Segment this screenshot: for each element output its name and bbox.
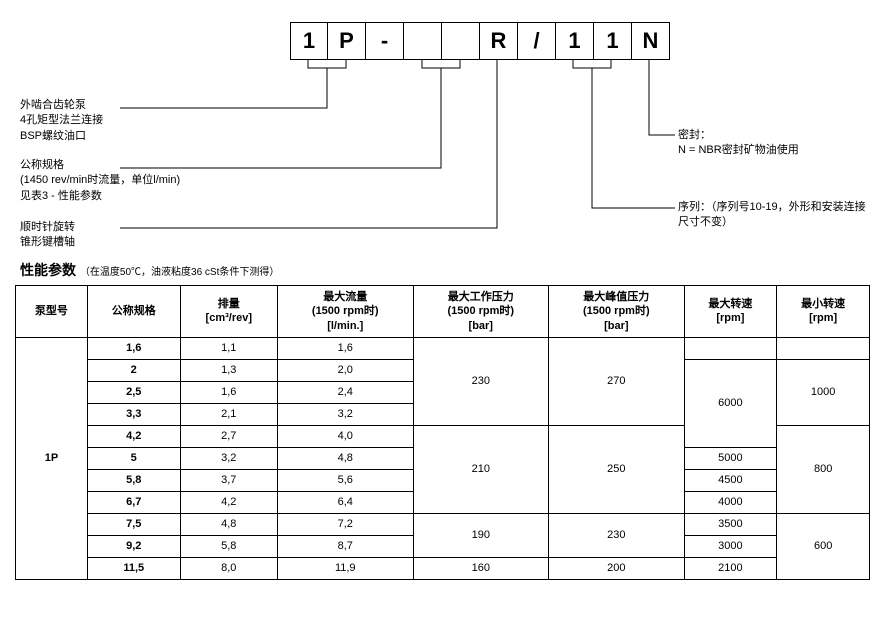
code-box: 1 [594,22,632,60]
cell-maxspeed: 4500 [684,469,777,491]
cell-nominal: 1,6 [87,337,180,359]
cell-flow: 1,6 [277,337,413,359]
cell-flow: 5,6 [277,469,413,491]
cell-maxspeed: 3500 [684,513,777,535]
cell-displacement: 2,7 [180,425,277,447]
table-header: 最大转速[rpm] [684,286,777,338]
cell-minspeed [777,337,870,359]
cell-flow: 11,9 [277,557,413,579]
cell-nominal: 5 [87,447,180,469]
table-header: 最大峰值压力(1500 rpm时)[bar] [549,286,685,338]
cell-displacement: 1,3 [180,359,277,381]
cell-minspeed: 600 [777,513,870,579]
performance-title-text: 性能参数 [20,262,76,278]
code-box: P [328,22,366,60]
table-header: 最小转速[rpm] [777,286,870,338]
cell-maxspeed: 4000 [684,491,777,513]
cell-wp: 230 [413,337,549,425]
cell-displacement: 3,7 [180,469,277,491]
table-row: 7,54,87,21902303500600 [16,513,870,535]
cell-displacement: 2,1 [180,403,277,425]
code-box: R [480,22,518,60]
performance-table: 泵型号公称规格排量[cm³/rev]最大流量(1500 rpm时)[l/min.… [15,285,870,580]
cell-minspeed: 800 [777,425,870,513]
table-header: 最大流量(1500 rpm时)[l/min.] [277,286,413,338]
cell-nominal: 2 [87,359,180,381]
performance-title: 性能参数 （在温度50℃，油液粘度36 cSt条件下测得） [20,260,279,280]
performance-subtitle: （在温度50℃，油液粘度36 cSt条件下测得） [80,267,279,278]
cell-wp: 160 [413,557,549,579]
cell-nominal: 4,2 [87,425,180,447]
cell-nominal: 5,8 [87,469,180,491]
cell-flow: 6,4 [277,491,413,513]
label-nominal-spec: 公称规格(1450 rev/min时流量，单位l/min)见表3 - 性能参数 [20,158,180,204]
label-rotation: 顺时针旋转锥形键槽轴 [20,220,75,251]
table-row: 11,58,011,91602002100 [16,557,870,579]
label-seal-body: N = NBR密封矿物油使用 [678,144,799,156]
cell-nominal: 9,2 [87,535,180,557]
code-box [404,22,442,60]
cell-flow: 2,4 [277,381,413,403]
code-box: - [366,22,404,60]
cell-pp: 200 [549,557,685,579]
cell-pp: 230 [549,513,685,557]
cell-flow: 3,2 [277,403,413,425]
cell-flow: 8,7 [277,535,413,557]
cell-wp: 190 [413,513,549,557]
cell-maxspeed: 5000 [684,447,777,469]
cell-nominal: 3,3 [87,403,180,425]
cell-displacement: 8,0 [180,557,277,579]
cell-flow: 2,0 [277,359,413,381]
cell-flow: 4,8 [277,447,413,469]
code-box: N [632,22,670,60]
cell-pp: 270 [549,337,685,425]
label-series: 序列：（序列号10-19，外形和安装连接尺寸不变） [678,200,873,231]
cell-nominal: 6,7 [87,491,180,513]
cell-nominal: 2,5 [87,381,180,403]
cell-displacement: 5,8 [180,535,277,557]
cell-displacement: 4,8 [180,513,277,535]
code-box: / [518,22,556,60]
cell-flow: 7,2 [277,513,413,535]
cell-flow: 4,0 [277,425,413,447]
cell-displacement: 4,2 [180,491,277,513]
cell-minspeed: 1000 [777,359,870,425]
part-code-row: 1P-R/11N [290,22,670,60]
cell-displacement: 1,1 [180,337,277,359]
label-seal: 密封： N = NBR密封矿物油使用 [678,128,868,159]
cell-pp: 250 [549,425,685,513]
label-seal-title: 密封： [678,129,711,141]
model-cell: 1P [16,337,88,579]
cell-nominal: 7,5 [87,513,180,535]
code-box: 1 [290,22,328,60]
table-header-row: 泵型号公称规格排量[cm³/rev]最大流量(1500 rpm时)[l/min.… [16,286,870,338]
table-header: 最大工作压力(1500 rpm时)[bar] [413,286,549,338]
table-row: 1P1,61,11,6230270 [16,337,870,359]
code-box: 1 [556,22,594,60]
cell-maxspeed [684,337,777,359]
cell-maxspeed: 6000 [684,359,777,447]
cell-displacement: 3,2 [180,447,277,469]
cell-nominal: 11,5 [87,557,180,579]
cell-maxspeed: 3000 [684,535,777,557]
cell-displacement: 1,6 [180,381,277,403]
table-header: 排量[cm³/rev] [180,286,277,338]
table-header: 泵型号 [16,286,88,338]
label-pump-type: 外啮合齿轮泵4孔矩型法兰连接BSP螺纹油口 [20,98,103,144]
cell-wp: 210 [413,425,549,513]
table-header: 公称规格 [87,286,180,338]
cell-maxspeed: 2100 [684,557,777,579]
page-container: 1P-R/11N 外啮合齿轮泵4孔矩型法兰连接BSP螺纹油口 公称规格(1450… [10,10,870,625]
code-box [442,22,480,60]
